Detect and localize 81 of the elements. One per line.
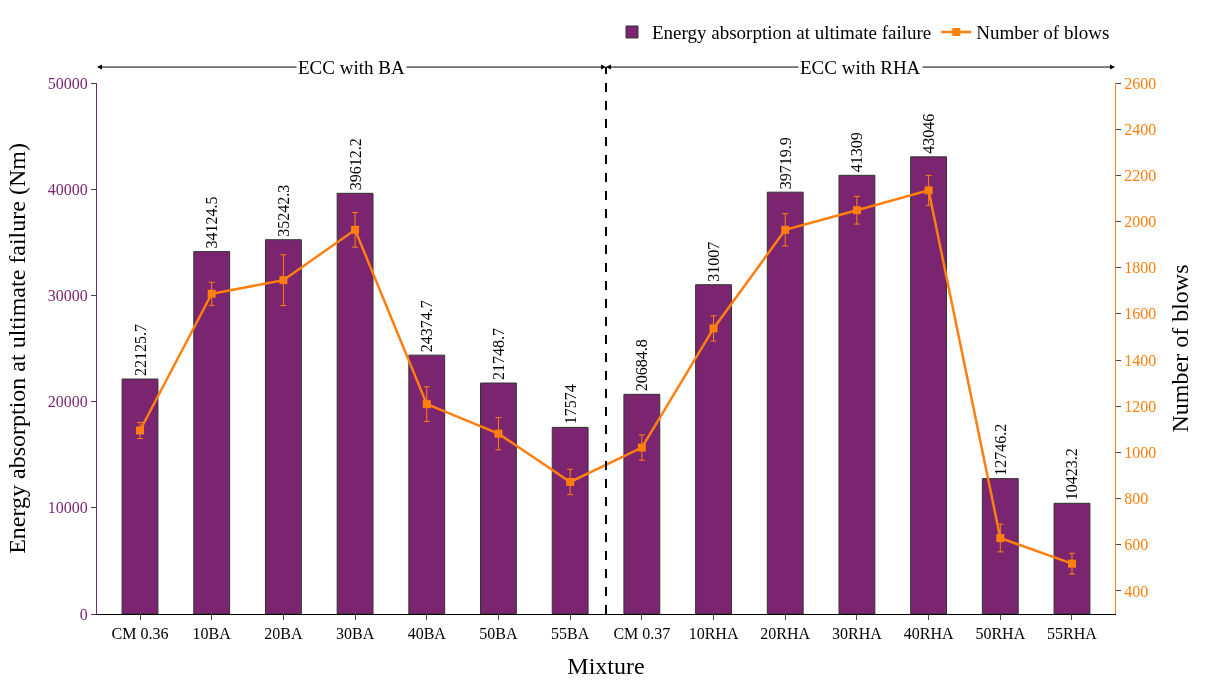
bar bbox=[623, 393, 661, 614]
point bbox=[637, 443, 646, 452]
bar bbox=[551, 426, 589, 614]
x-tick-label: 30BA bbox=[335, 625, 375, 643]
point bbox=[566, 477, 575, 486]
y-tick-label: 40000 bbox=[47, 180, 88, 198]
bar bbox=[121, 378, 159, 614]
bar bbox=[336, 192, 374, 614]
bar bbox=[981, 478, 1019, 614]
y2-tick-label: 1800 bbox=[1124, 259, 1157, 277]
point bbox=[924, 186, 933, 195]
y-tick-label: 50000 bbox=[47, 74, 88, 92]
x-axis-title: Mixture bbox=[567, 652, 645, 679]
x-tick-label: 55RHA bbox=[1047, 625, 1098, 643]
point bbox=[351, 225, 360, 234]
x-tick-label: 50RHA bbox=[975, 625, 1026, 643]
y-axis-title: Energy absorption at ultimate failure (Nm) bbox=[3, 143, 30, 554]
y-tick-label: 10000 bbox=[47, 499, 88, 517]
point bbox=[996, 534, 1005, 543]
x-tick-label: 50BA bbox=[479, 625, 519, 643]
text: ECC with BA bbox=[298, 57, 405, 78]
point bbox=[279, 276, 288, 285]
data-label: 41309 bbox=[848, 132, 866, 173]
x-tick-label: 20RHA bbox=[760, 625, 811, 643]
point bbox=[781, 225, 790, 234]
bar bbox=[695, 284, 732, 614]
bar bbox=[910, 156, 948, 614]
text: ECC with RHA bbox=[800, 57, 921, 78]
data-label: 39612.2 bbox=[346, 138, 364, 191]
data-label: 10423.2 bbox=[1063, 448, 1081, 501]
y-tick-label: 0 bbox=[79, 605, 88, 623]
bar bbox=[838, 174, 876, 614]
data-label: 20684.8 bbox=[633, 339, 651, 392]
point bbox=[207, 289, 216, 298]
bar bbox=[264, 239, 302, 614]
data-label: 22125.7 bbox=[131, 324, 149, 377]
x-tick-label: 10BA bbox=[192, 625, 232, 643]
y2-tick-label: 1400 bbox=[1124, 351, 1157, 369]
point bbox=[852, 206, 861, 215]
data-label: 34124.5 bbox=[203, 196, 221, 249]
x-tick-label: 40BA bbox=[407, 625, 447, 643]
bar bbox=[480, 382, 517, 614]
x-tick-label: CM 0.37 bbox=[613, 625, 671, 643]
y2-tick-label: 2400 bbox=[1124, 120, 1157, 138]
y2-tick-label: 2200 bbox=[1124, 166, 1157, 184]
y2-tick-label: 600 bbox=[1124, 536, 1149, 554]
y2-tick-label: 2000 bbox=[1124, 213, 1157, 231]
legend-label: Number of blows bbox=[976, 22, 1110, 44]
y2-axis-title: Number of blows bbox=[1166, 264, 1193, 433]
point bbox=[709, 324, 718, 333]
data-label: 21748.7 bbox=[489, 328, 507, 381]
x-tick-label: 20BA bbox=[264, 625, 303, 643]
y2-tick-label: 400 bbox=[1124, 582, 1149, 600]
x-tick-label: 10RHA bbox=[688, 625, 739, 643]
data-label: 39719.9 bbox=[776, 137, 794, 190]
data-label: 43046 bbox=[920, 113, 938, 154]
x-tick-label: 55BA bbox=[551, 625, 590, 643]
bar bbox=[766, 191, 804, 614]
data-label: 17574 bbox=[561, 384, 579, 425]
y2-tick-label: 1600 bbox=[1124, 305, 1157, 323]
bar bbox=[408, 354, 446, 614]
y2-tick-label: 1200 bbox=[1124, 397, 1157, 415]
x-tick-label: 30RHA bbox=[832, 625, 883, 643]
y2-tick-label: 1000 bbox=[1124, 443, 1157, 461]
x-tick-label: CM 0.36 bbox=[111, 625, 169, 643]
legend-label: Energy absorption at ultimate failure bbox=[652, 22, 932, 44]
point bbox=[136, 426, 145, 435]
bar bbox=[1053, 502, 1091, 614]
y-tick-label: 30000 bbox=[47, 287, 88, 304]
point bbox=[422, 400, 431, 409]
point bbox=[494, 429, 503, 438]
x-tick-label: 40RHA bbox=[903, 625, 954, 643]
data-label: 24374.7 bbox=[418, 300, 436, 353]
y2-tick-label: 2600 bbox=[1124, 74, 1157, 92]
data-label: 12746.2 bbox=[991, 423, 1009, 476]
y-tick-label: 20000 bbox=[47, 393, 88, 411]
point bbox=[1067, 559, 1076, 568]
data-label: 35242.3 bbox=[274, 184, 292, 237]
y2-tick-label: 800 bbox=[1124, 490, 1149, 508]
data-label: 31007 bbox=[705, 241, 723, 282]
bar bbox=[193, 251, 231, 614]
